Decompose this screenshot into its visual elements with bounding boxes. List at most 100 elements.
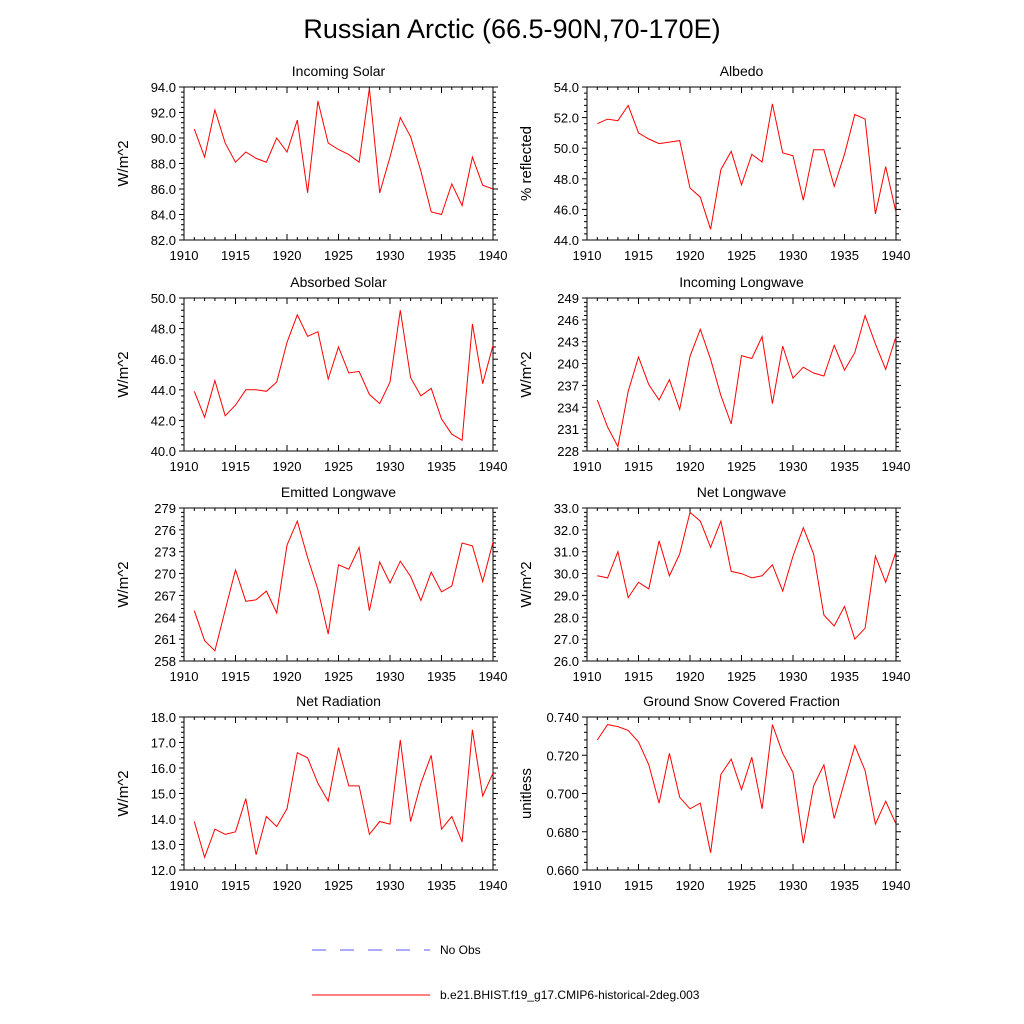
x-tick-label: 1920 — [273, 878, 302, 893]
x-tick-label: 1935 — [427, 669, 456, 684]
chart-panels: Incoming Solar W/m^2 1910 1915 1920 1925 1930 1… — [115, 63, 910, 893]
y-tick-label: 88.0 — [151, 157, 176, 172]
x-tick-label: 1920 — [676, 459, 705, 474]
x-tick-label: 1910 — [170, 669, 199, 684]
y-tick-label: 52.0 — [554, 111, 579, 126]
x-tick-label: 1925 — [324, 459, 353, 474]
y-tick-label: 54.0 — [554, 80, 579, 95]
x-tick-label: 1935 — [427, 459, 456, 474]
panel-title: Incoming Solar — [292, 63, 386, 79]
y-axis-label: W/m^2 — [115, 770, 132, 816]
x-tick-label: 1935 — [427, 248, 456, 263]
y-tick-label: 0.680 — [546, 825, 579, 840]
y-tick-label: 26.0 — [554, 654, 579, 669]
panel-incoming-longwave: Incoming Longwave W/m^2 1910 1915 1920 1925 19… — [518, 274, 910, 474]
y-tick-label: 240 — [557, 357, 579, 372]
y-tick-label: 50.0 — [554, 141, 579, 156]
panel-title: Ground Snow Covered Fraction — [643, 693, 840, 709]
y-tick-label: 33.0 — [554, 501, 579, 516]
y-tick-label: 0.720 — [546, 748, 579, 763]
plot-frame — [586, 716, 897, 871]
y-tick-label: 29.0 — [554, 588, 579, 603]
y-tick-label: 0.700 — [546, 787, 579, 802]
x-tick-label: 1930 — [779, 248, 808, 263]
x-tick-label: 1940 — [882, 248, 911, 263]
panel-title: Net Radiation — [296, 693, 381, 709]
x-tick-label: 1915 — [624, 248, 653, 263]
x-tick-label: 1920 — [676, 669, 705, 684]
y-tick-label: 92.0 — [151, 106, 176, 121]
x-tick-label: 1930 — [376, 878, 405, 893]
y-tick-label: 243 — [557, 335, 579, 350]
plot-frame — [586, 507, 897, 662]
y-tick-label: 261 — [154, 632, 176, 647]
y-tick-label: 48.0 — [151, 322, 176, 337]
y-axis-label: W/m^2 — [518, 351, 535, 397]
y-tick-label: 17.0 — [151, 736, 176, 751]
y-tick-label: 0.660 — [546, 863, 579, 878]
x-tick-label: 1915 — [624, 878, 653, 893]
x-tick-label: 1910 — [573, 669, 602, 684]
x-tick-label: 1930 — [376, 669, 405, 684]
x-tick-label: 1930 — [779, 459, 808, 474]
y-tick-label: 27.0 — [554, 632, 579, 647]
plot-frame — [183, 507, 494, 662]
y-tick-label: 44.0 — [151, 383, 176, 398]
x-tick-label: 1910 — [170, 459, 199, 474]
x-tick-label: 1930 — [376, 248, 405, 263]
y-tick-label: 237 — [557, 378, 579, 393]
x-tick-label: 1910 — [170, 248, 199, 263]
y-tick-label: 50.0 — [151, 291, 176, 306]
panel-title: Emitted Longwave — [281, 484, 396, 500]
x-tick-label: 1930 — [779, 878, 808, 893]
x-tick-label: 1920 — [273, 248, 302, 263]
y-tick-label: 90.0 — [151, 131, 176, 146]
y-tick-label: 46.0 — [151, 352, 176, 367]
x-tick-label: 1940 — [479, 248, 508, 263]
series-line — [596, 313, 897, 449]
x-tick-label: 1915 — [221, 459, 250, 474]
panel-albedo: Albedo % reflected 1910 1915 1920 1925 1930 193… — [518, 63, 910, 263]
x-tick-label: 1940 — [479, 669, 508, 684]
x-tick-label: 1920 — [676, 248, 705, 263]
x-tick-label: 1940 — [882, 459, 911, 474]
x-tick-label: 1925 — [727, 878, 756, 893]
y-tick-label: 82.0 — [151, 233, 176, 248]
panel-title: Net Longwave — [697, 484, 787, 500]
y-tick-label: 249 — [557, 291, 579, 306]
x-tick-label: 1930 — [779, 669, 808, 684]
y-tick-label: 13.0 — [151, 838, 176, 853]
y-tick-label: 267 — [154, 588, 176, 603]
panel-net-longwave: Net Longwave W/m^2 1910 1915 1920 1925 1930 193… — [518, 484, 910, 684]
y-tick-label: 31.0 — [554, 545, 579, 560]
y-tick-label: 48.0 — [554, 172, 579, 187]
y-tick-label: 16.0 — [151, 761, 176, 776]
y-axis-label: W/m^2 — [518, 561, 535, 607]
y-tick-label: 258 — [154, 654, 176, 669]
y-tick-label: 86.0 — [151, 182, 176, 197]
y-tick-label: 32.0 — [554, 523, 579, 538]
x-tick-label: 1920 — [273, 669, 302, 684]
x-tick-label: 1935 — [427, 878, 456, 893]
x-tick-label: 1935 — [830, 248, 859, 263]
legend-label-model: b.e21.BHIST.f19_g17.CMIP6-historical-2de… — [440, 988, 700, 1002]
plot-frame — [586, 86, 897, 241]
x-tick-label: 1920 — [676, 878, 705, 893]
panel-emitted-longwave: Emitted Longwave W/m^2 1910 1915 1920 1925 193… — [115, 484, 507, 684]
y-tick-label: 234 — [557, 400, 579, 415]
y-tick-label: 15.0 — [151, 787, 176, 802]
figure-title: Russian Arctic (66.5-90N,70-170E) — [303, 14, 721, 44]
chart-legend: No Obs b.e21.BHIST.f19_g17.CMIP6-histori… — [312, 943, 700, 1002]
y-tick-label: 12.0 — [151, 863, 176, 878]
x-tick-label: 1925 — [727, 669, 756, 684]
x-tick-label: 1910 — [573, 878, 602, 893]
y-axis-label: W/m^2 — [115, 140, 132, 186]
x-tick-label: 1920 — [273, 459, 302, 474]
panel-incoming-solar: Incoming Solar W/m^2 1910 1915 1920 1925 1930 1… — [115, 63, 507, 263]
plot-frame — [183, 86, 494, 241]
series-line — [597, 511, 897, 641]
x-tick-label: 1915 — [221, 248, 250, 263]
legend-label-no-obs: No Obs — [440, 943, 481, 957]
series-line — [193, 88, 494, 216]
